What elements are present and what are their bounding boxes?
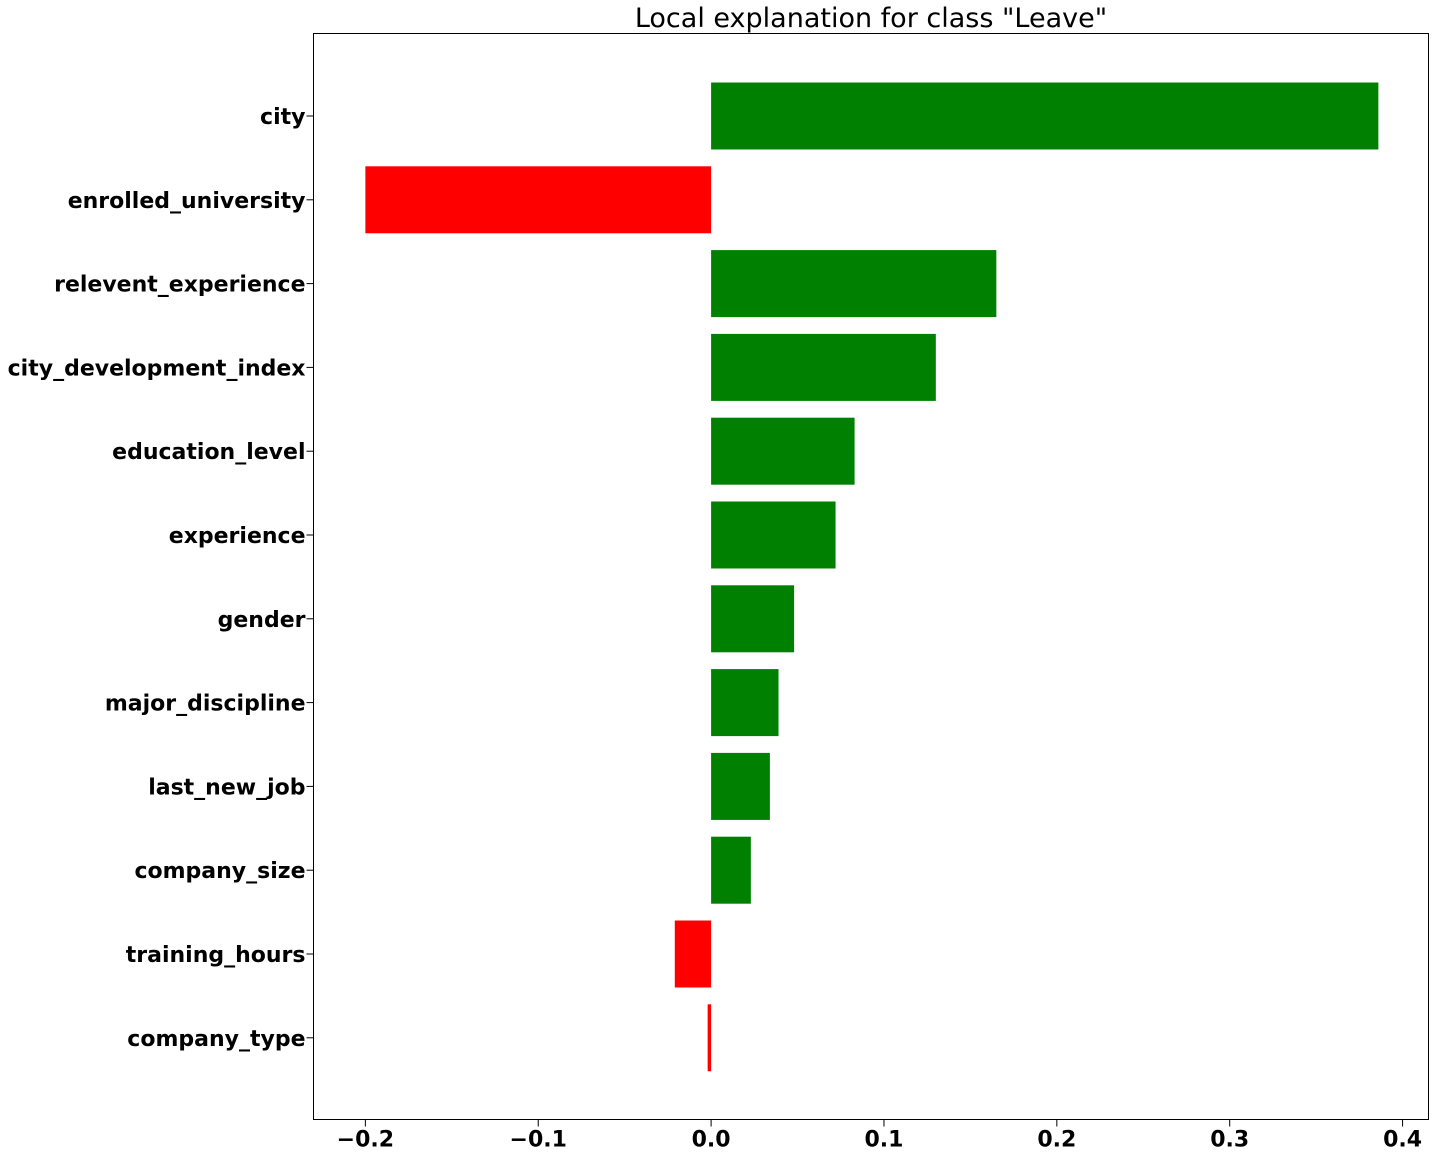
y-tick-label-major-discipline: major_discipline [105, 692, 306, 717]
y-tick-label-experience: experience [169, 524, 306, 549]
y-tick-label-city: city [260, 105, 305, 130]
x-tick-label-0: −0.2 [337, 1128, 394, 1153]
bar-enrolled-university [365, 166, 712, 234]
y-tick-label-last-new-job: last_new_job [148, 775, 305, 800]
bar-education-level [711, 417, 855, 485]
y-tick-label-company-size: company_size [134, 859, 305, 884]
y-tick-label-enrolled-university: enrolled_university [68, 189, 306, 214]
x-tick-label-1: −0.1 [510, 1128, 567, 1153]
bar-major-discipline [711, 669, 779, 737]
bar-city [711, 82, 1379, 150]
bar-experience [711, 501, 836, 569]
chart-title: Local explanation for class "Leave" [635, 3, 1107, 34]
x-tick-label-3: 0.1 [864, 1128, 903, 1153]
bar-training-hours [674, 920, 712, 988]
x-axis: −0.2 −0.1 0.0 0.1 0.2 0.3 0.4 [337, 1119, 1422, 1153]
bar-city-development-index [711, 333, 936, 401]
bars [365, 82, 1379, 1072]
bar-gender [711, 585, 795, 653]
y-tick-label-gender: gender [218, 608, 306, 633]
bar-company-type [707, 1004, 712, 1072]
x-tick-label-5: 0.3 [1210, 1128, 1249, 1153]
x-tick-label-6: 0.4 [1383, 1128, 1422, 1153]
y-tick-label-company-type: company_type [127, 1027, 305, 1052]
x-tick-label-4: 0.2 [1037, 1128, 1076, 1153]
bar-last-new-job [711, 752, 770, 820]
plot-frame [313, 33, 1429, 1120]
y-tick-label-education-level: education_level [112, 440, 305, 465]
bar-company-size [711, 836, 751, 904]
x-tick-label-2: 0.0 [692, 1128, 731, 1153]
y-tick-label-city-development-index: city_development_index [8, 356, 306, 381]
y-tick-label-relevent-experience: relevent_experience [54, 273, 305, 298]
y-tick-label-training-hours: training_hours [126, 943, 306, 968]
y-axis: city enrolled_university relevent_experien… [8, 105, 314, 1052]
bar-relevent-experience [711, 250, 997, 318]
